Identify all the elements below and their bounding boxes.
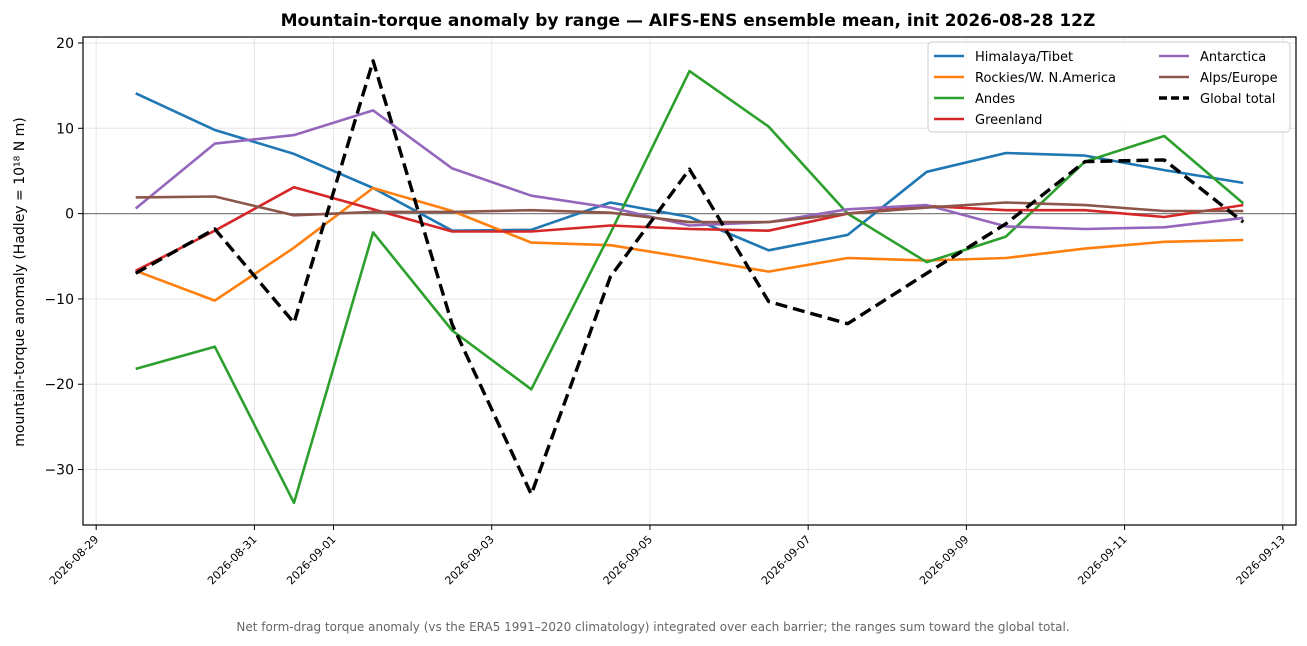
x-axis: 2026-08-29 2026-08-31 2026-09-01 2026-09-03… xyxy=(47,525,1288,587)
x-tick-label: 2026-08-31 xyxy=(205,533,259,587)
y-tick-label: 0 xyxy=(65,207,74,223)
series-line-antarctica xyxy=(134,109,1244,231)
x-tick-label: 2026-09-03 xyxy=(442,533,496,587)
x-tick-label: 2026-09-01 xyxy=(284,533,338,587)
series-line-alps-europe xyxy=(135,195,1244,224)
y-tick-label: −10 xyxy=(44,292,74,308)
legend-label-andes: Andes xyxy=(975,92,1015,107)
plot-frame xyxy=(82,36,1297,526)
y-tick-label: 10 xyxy=(56,121,74,137)
legend-box xyxy=(927,41,1291,133)
y-tick-label: −20 xyxy=(44,377,74,393)
chart-title: Mountain-torque anomaly by range — AIFS-… xyxy=(281,11,1096,31)
chart-caption: Net form-drag torque anomaly (vs the ERA… xyxy=(236,620,1069,634)
x-tick-label: 2026-08-29 xyxy=(47,533,101,587)
legend-label-greenland: Greenland xyxy=(975,113,1042,128)
y-tick-label: −30 xyxy=(44,463,74,479)
x-tick-label: 2026-09-09 xyxy=(917,533,971,587)
series-line-andes xyxy=(135,69,1245,505)
legend-label-rockies-w-n-america: Rockies/W. N.America xyxy=(975,71,1116,86)
y-axis-label: mountain-torque anomaly (Hadley = 10¹⁸ N… xyxy=(12,117,28,446)
x-tick-label: 2026-09-13 xyxy=(1234,533,1288,587)
legend: Himalaya/Tibet Rockies/W. N.America Andes G… xyxy=(927,41,1291,133)
y-axis: 20 10 0 −10 −20 −30 xyxy=(44,36,83,479)
legend-label-antarctica: Antarctica xyxy=(1200,50,1266,65)
series-line-rockies-w-n-america xyxy=(135,186,1244,302)
x-tick-label: 2026-09-11 xyxy=(1075,533,1129,587)
legend-label-alps-europe: Alps/Europe xyxy=(1200,71,1278,86)
y-tick-label: 20 xyxy=(56,36,74,52)
series-group xyxy=(134,59,1245,505)
x-tick-label: 2026-09-07 xyxy=(759,533,813,587)
series-line-himalaya-tibet xyxy=(135,92,1244,252)
series-line-global-total xyxy=(134,59,1245,496)
legend-label-global-total: Global total xyxy=(1200,92,1275,107)
legend-label-himalaya-tibet: Himalaya/Tibet xyxy=(975,50,1073,65)
x-tick-label: 2026-09-05 xyxy=(601,533,655,587)
series-line-greenland xyxy=(135,185,1244,272)
